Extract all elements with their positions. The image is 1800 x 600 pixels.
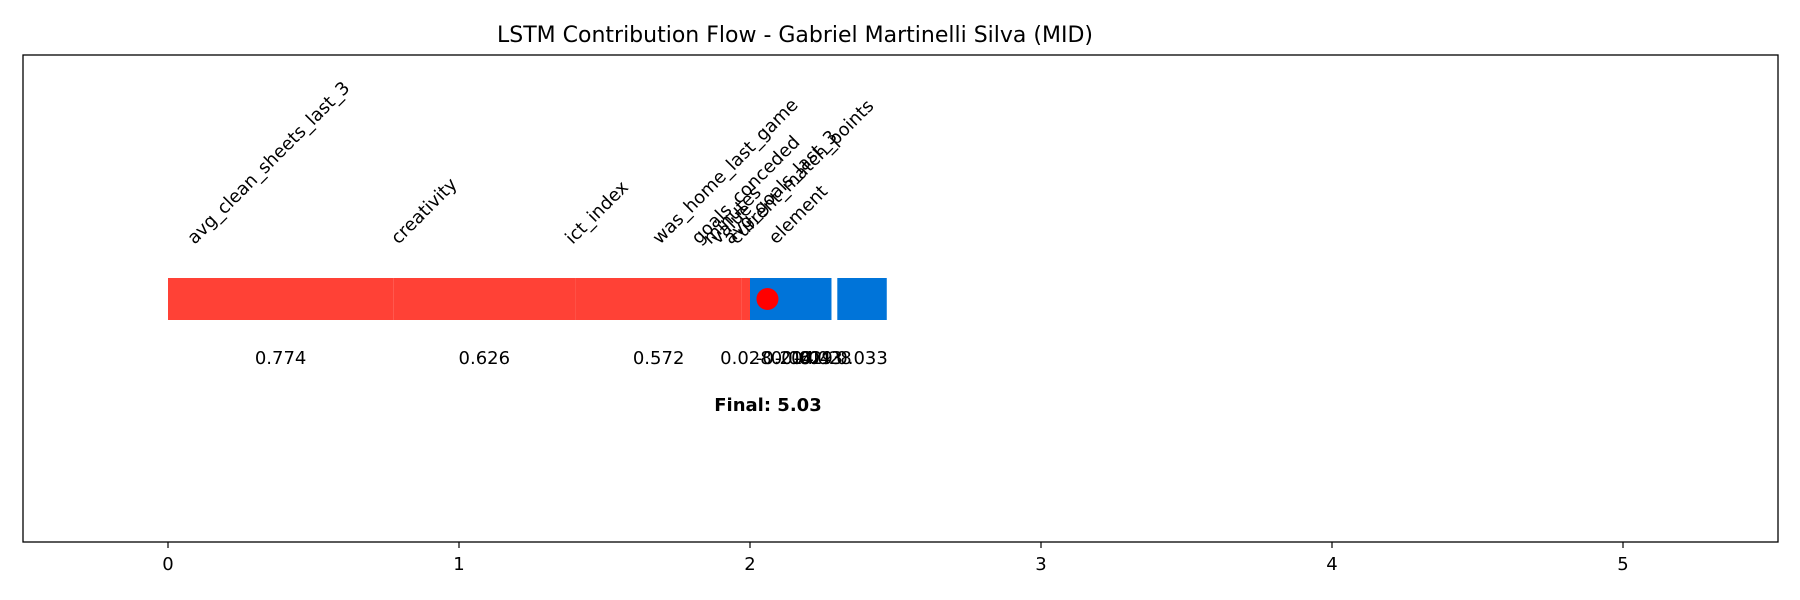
value-label: -0.028: [794, 348, 852, 369]
feature-label: creativity: [387, 174, 462, 249]
feature-label: avg_clean_sheets_last_3: [183, 78, 354, 249]
x-tick-label: 3: [1035, 554, 1046, 575]
final-score-label: Final: 5.03: [714, 395, 821, 416]
value-label: 0.033: [836, 348, 888, 369]
value-label: 0.028: [720, 348, 772, 369]
x-tick-label: 4: [1326, 554, 1337, 575]
value-label: 0.043: [791, 348, 843, 369]
plot-area-frame: [22, 54, 1779, 543]
value-label: 0.572: [633, 348, 685, 369]
contribution-bar-was-home-last-game: [741, 278, 750, 320]
final-marker: [756, 288, 779, 310]
x-axis: 0 1 2 3 4 5: [162, 542, 1629, 575]
value-label: 0.062: [771, 348, 823, 369]
value-label: 0.626: [459, 348, 511, 369]
contribution-bar-avg-clean-sheets-last-3: [168, 278, 394, 320]
chart-title: LSTM Contribution Flow - Gabriel Martine…: [497, 23, 1093, 48]
x-tick-label: 1: [453, 554, 464, 575]
contribution-bars: [168, 278, 887, 320]
x-tick-label: 2: [744, 554, 755, 575]
final-markers: [756, 288, 779, 310]
value-label: -0.214: [756, 348, 814, 369]
feature-labels: avg_clean_sheets_last_3 creativity ict_ind…: [183, 78, 878, 249]
contribution-bar-creativity: [393, 278, 576, 320]
x-tick-label: 0: [162, 554, 173, 575]
value-label: 0.774: [255, 348, 307, 369]
value-label: -0.019: [775, 348, 833, 369]
contribution-bar-current-match-points: [814, 278, 832, 320]
value-labels: 0.774 0.626 0.572 0.028-0.2140.062-0.0190.0…: [255, 348, 888, 369]
x-tick-label: 5: [1617, 554, 1628, 575]
contribution-bar-ict-index: [575, 278, 742, 320]
contribution-bar-element: [837, 278, 887, 320]
feature-label: ict_index: [561, 177, 633, 249]
